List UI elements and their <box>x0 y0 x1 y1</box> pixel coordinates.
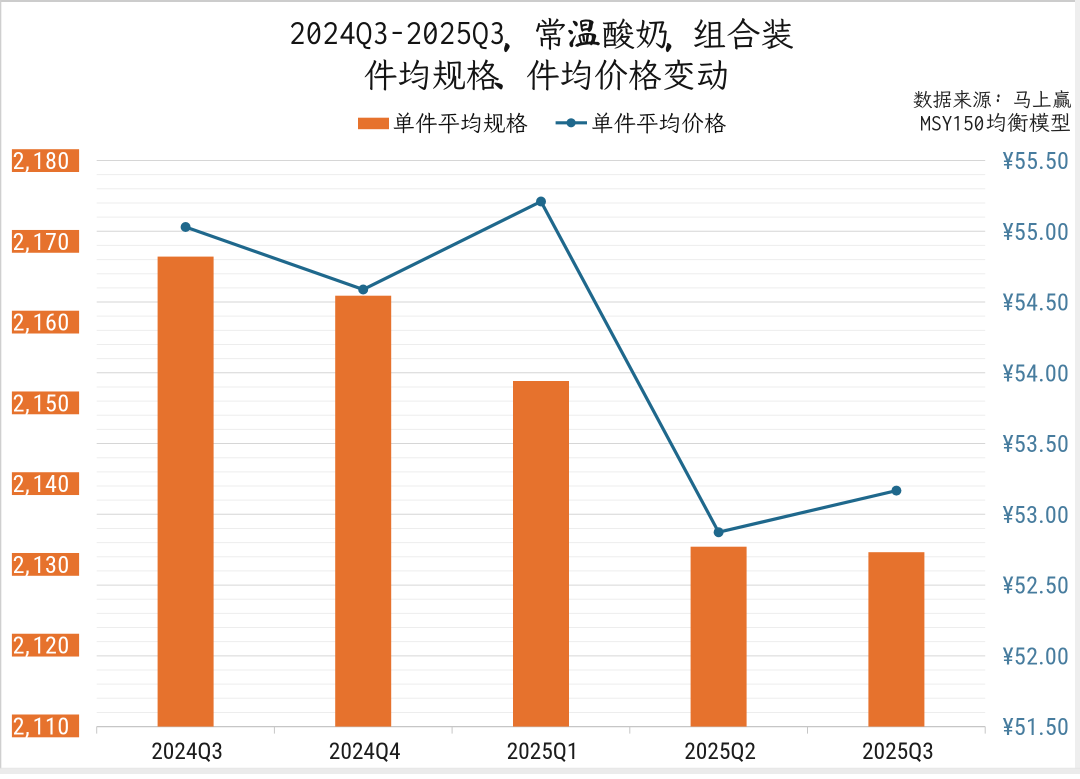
svg-text:¥54.00: ¥54.00 <box>1003 359 1070 387</box>
svg-text:¥52.50: ¥52.50 <box>1003 572 1070 600</box>
svg-text:2025Q3: 2025Q3 <box>862 737 934 765</box>
svg-text:单件平均价格: 单件平均价格 <box>591 109 727 138</box>
svg-text:2,160: 2, 160 <box>13 309 70 337</box>
svg-text:¥52.00: ¥52.00 <box>1003 642 1070 670</box>
svg-text:组合装: 组合装 <box>692 11 794 56</box>
svg-text:，: ， <box>665 11 701 56</box>
svg-text:单件平均规格: 单件平均规格 <box>393 109 529 138</box>
svg-text:常温酸奶: 常温酸奶 <box>533 11 669 56</box>
svg-text:¥55.50: ¥55.50 <box>1003 147 1070 175</box>
svg-text:¥54.50: ¥54.50 <box>1003 289 1070 317</box>
svg-text:，: ， <box>504 11 540 56</box>
svg-text:2024Q3-2025Q3: 2024Q3-2025Q3 <box>289 13 505 51</box>
svg-text:¥55.00: ¥55.00 <box>1003 218 1070 246</box>
svg-text:2,110: 2, 110 <box>13 712 70 740</box>
svg-text:2,140: 2, 140 <box>13 470 70 498</box>
svg-text:件均规格、: 件均规格、 <box>364 52 534 97</box>
svg-text:件均价格变动: 件均价格变动 <box>526 52 730 97</box>
svg-text:2,170: 2, 170 <box>13 228 70 256</box>
svg-text:¥51.50: ¥51.50 <box>1003 713 1070 741</box>
svg-text:2,150: 2, 150 <box>13 389 70 417</box>
svg-text:2,120: 2, 120 <box>13 632 70 660</box>
svg-text:¥53.00: ¥53.00 <box>1003 501 1070 529</box>
svg-text:2,180: 2, 180 <box>13 147 70 175</box>
svg-text:¥53.50: ¥53.50 <box>1003 430 1070 458</box>
svg-text:2025Q2: 2025Q2 <box>684 737 756 765</box>
svg-text:2025Q1: 2025Q1 <box>507 737 579 765</box>
svg-text:MSY150: MSY150 <box>920 112 984 136</box>
svg-text:2,130: 2, 130 <box>13 551 70 579</box>
svg-text:2024Q3: 2024Q3 <box>151 737 223 765</box>
svg-text:2024Q4: 2024Q4 <box>329 737 401 765</box>
svg-text:均衡模型: 均衡模型 <box>986 109 1072 137</box>
svg-text:数据来源：马上赢: 数据来源：马上赢 <box>913 85 1072 112</box>
